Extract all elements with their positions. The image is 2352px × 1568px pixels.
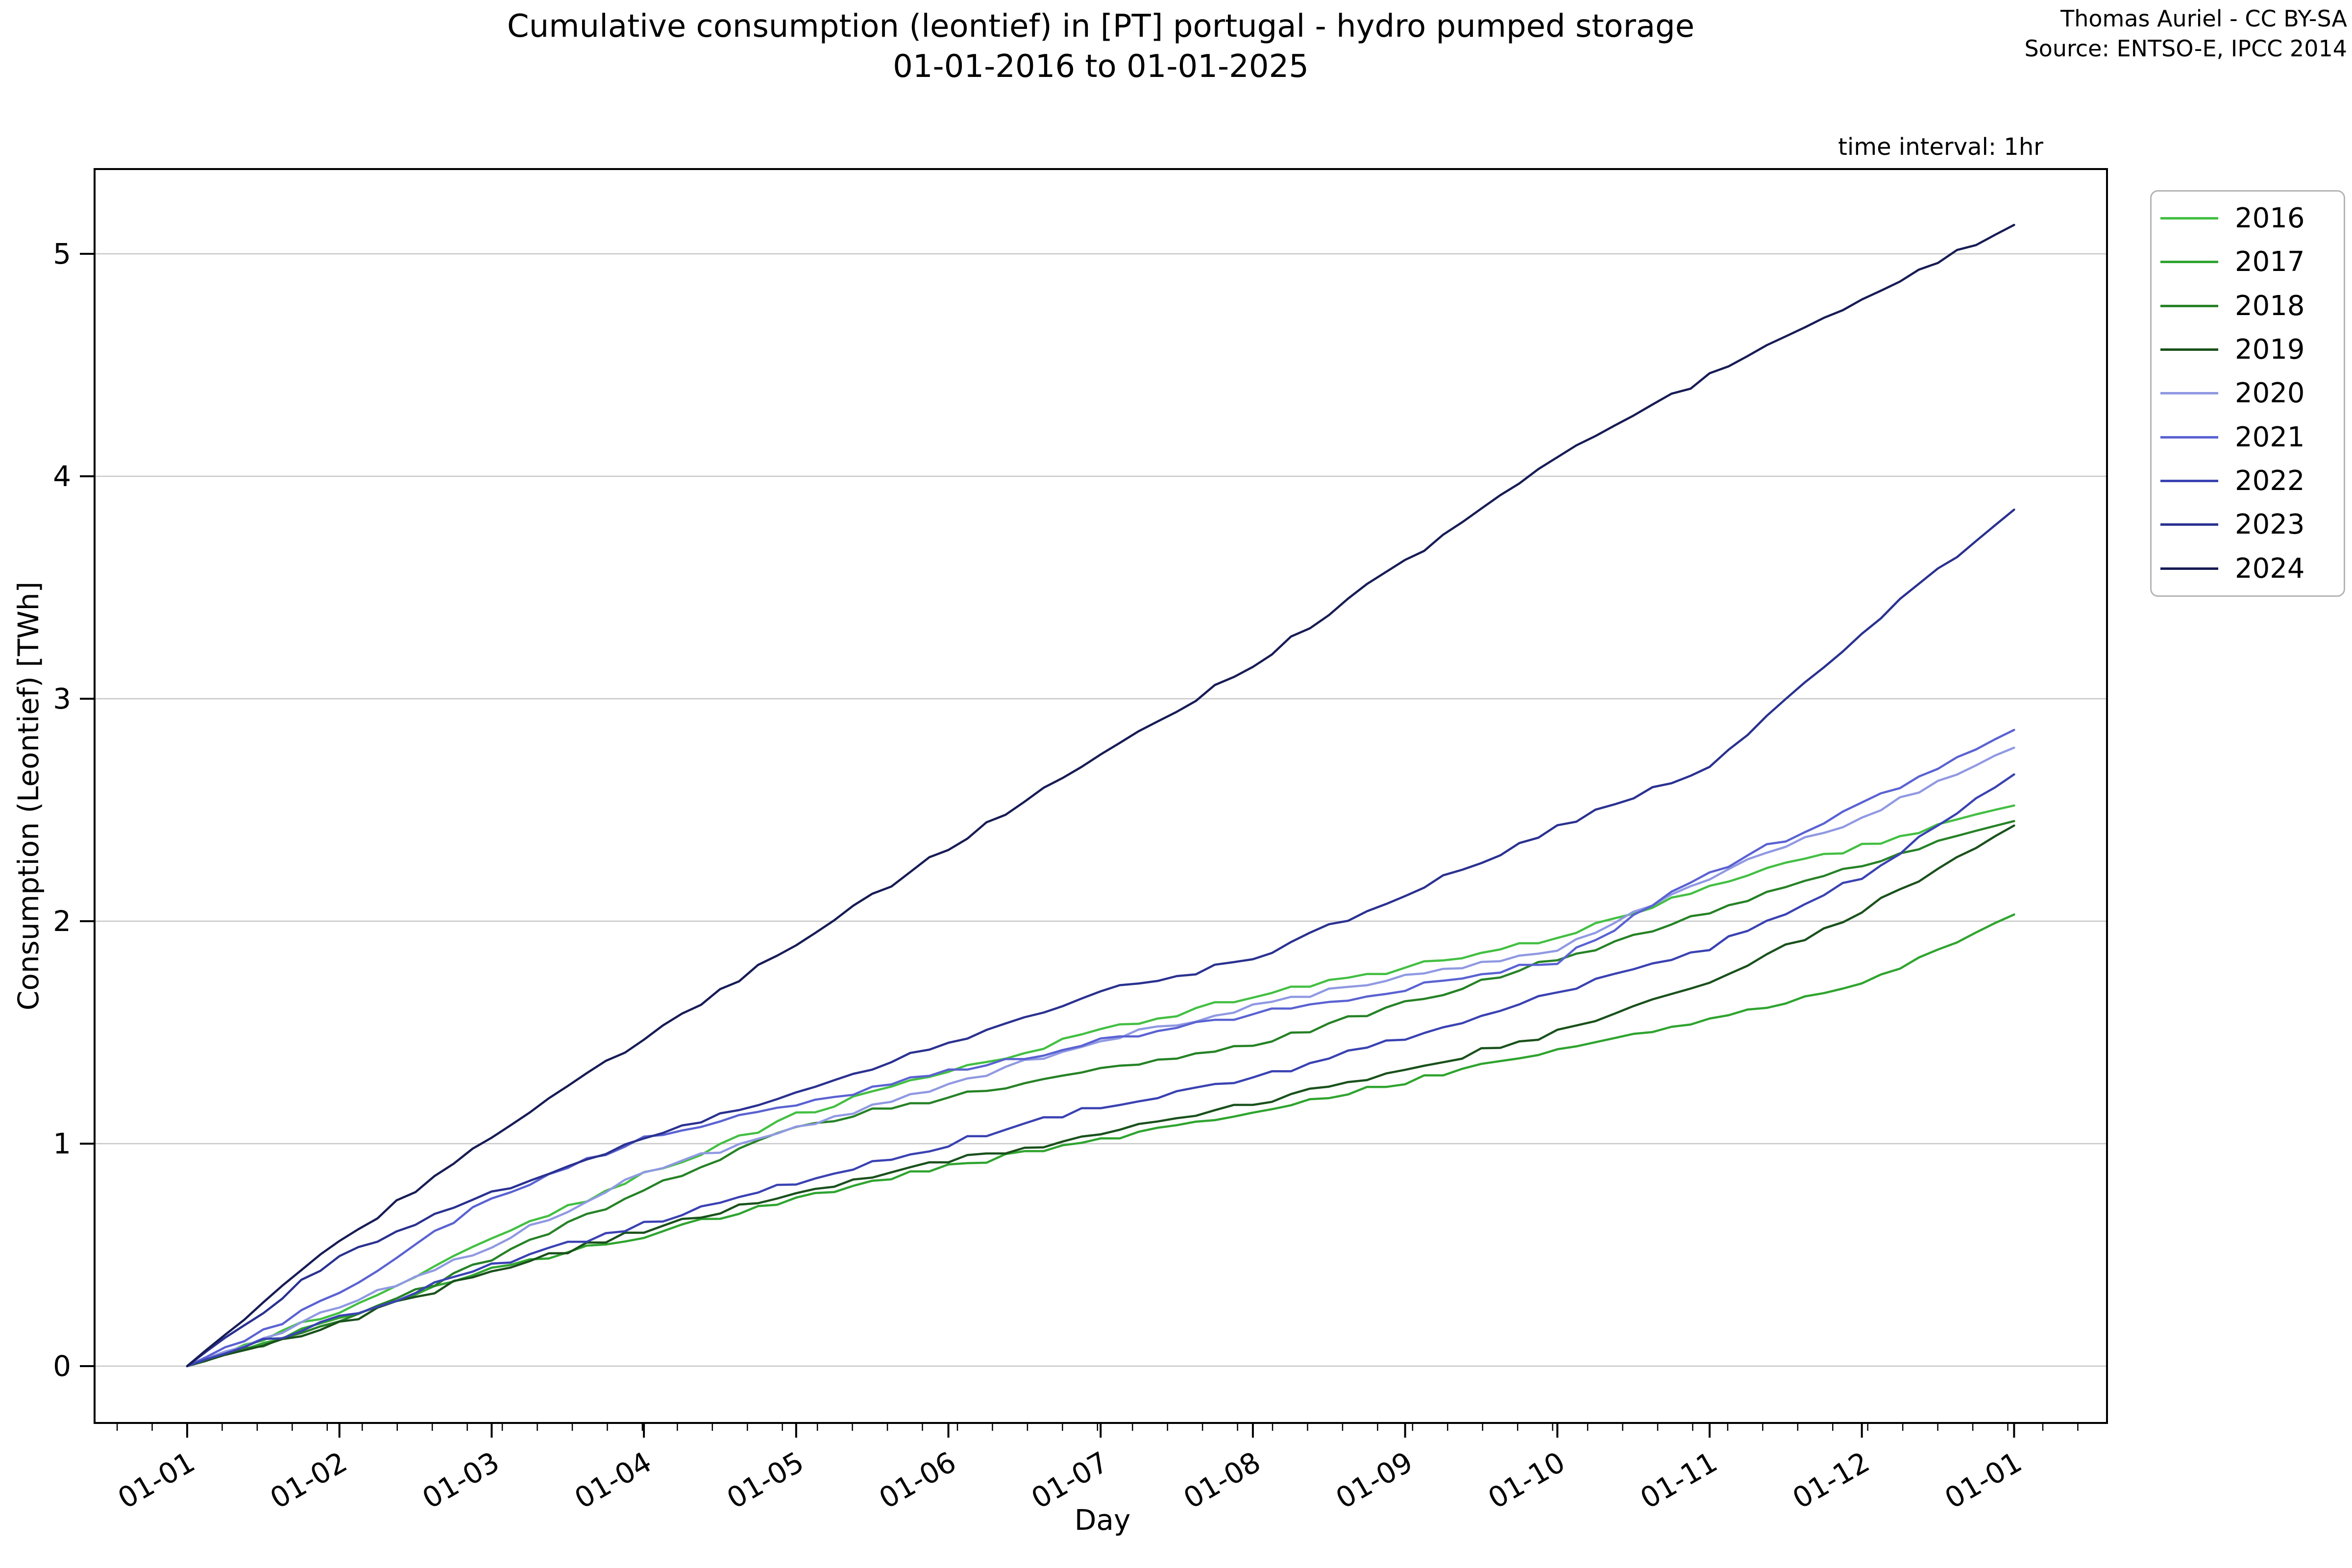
legend-label-2017: 2017 xyxy=(2235,246,2305,278)
series-line-2020 xyxy=(186,746,2015,1368)
legend-item-2023: 2023 xyxy=(2160,509,2344,540)
y-tick-label-0: 0 xyxy=(53,1349,71,1383)
legend-swatch-2019 xyxy=(2160,348,2218,351)
legend-item-2022: 2022 xyxy=(2160,465,2344,497)
legend-label-2018: 2018 xyxy=(2235,290,2305,322)
legend-item-2021: 2021 xyxy=(2160,421,2344,453)
legend-swatch-2016 xyxy=(2160,217,2218,220)
axes-title-time-interval: time interval: 1hr xyxy=(1838,133,2043,161)
attribution-author: Thomas Auriel - CC BY-SA xyxy=(2060,5,2347,32)
chart-title-line1: Cumulative consumption (leontief) in [PT… xyxy=(507,8,1695,45)
legend-item-2016: 2016 xyxy=(2160,202,2344,234)
y-tick-label-5: 5 xyxy=(53,237,71,270)
x-tick-label-0: 01-01 xyxy=(112,1445,200,1515)
chart-title: Cumulative consumption (leontief) in [PT… xyxy=(95,7,2107,87)
x-tick-label-7: 01-08 xyxy=(1178,1445,1266,1515)
series-line-2021 xyxy=(186,729,2015,1368)
legend-item-2020: 2020 xyxy=(2160,377,2344,409)
x-tick-label-9: 01-10 xyxy=(1482,1445,1570,1515)
x-tick-label-10: 01-11 xyxy=(1635,1445,1723,1515)
legend-box: 2016 2017 2018 2019 2020 2021 2022 2023 2024 xyxy=(2150,190,2345,597)
y-tick-label-1: 1 xyxy=(53,1127,71,1160)
y-axis-label: Consumption (Leontief) [TWh] xyxy=(12,582,45,1010)
legend-label-2024: 2024 xyxy=(2235,552,2305,585)
data-series xyxy=(186,223,2015,1368)
series-line-2024 xyxy=(186,223,2015,1368)
legend-item-2019: 2019 xyxy=(2160,334,2344,366)
x-tick-label-4: 01-05 xyxy=(721,1445,809,1515)
legend-swatch-2017 xyxy=(2160,261,2218,264)
x-tick-label-8: 01-09 xyxy=(1330,1445,1419,1515)
axes xyxy=(80,168,2108,1438)
y-tick-label-3: 3 xyxy=(53,682,71,715)
legend-swatch-2023 xyxy=(2160,523,2218,526)
x-tick-label-5: 01-06 xyxy=(874,1445,962,1515)
series-line-2022 xyxy=(186,773,2015,1368)
legend-label-2023: 2023 xyxy=(2235,509,2305,541)
x-tick-label-2: 01-03 xyxy=(416,1445,505,1515)
y-tick-label-4: 4 xyxy=(53,460,71,493)
legend-label-2019: 2019 xyxy=(2235,334,2305,366)
chart-title-line2: 01-01-2016 to 01-01-2025 xyxy=(893,48,1309,85)
legend-label-2022: 2022 xyxy=(2235,465,2305,497)
legend-label-2020: 2020 xyxy=(2235,377,2305,410)
x-axis-label: Day xyxy=(1075,1503,1131,1537)
legend-swatch-2022 xyxy=(2160,480,2218,483)
attribution: Thomas Auriel - CC BY-SA Source: ENTSO-E… xyxy=(2024,4,2347,63)
gridlines xyxy=(95,253,2107,1367)
legend-swatch-2018 xyxy=(2160,304,2218,307)
series-line-2017 xyxy=(186,913,2015,1368)
tick-labels: 0 1 2 3 4 5 01-01 01-02 01-03 01-04 01-05 01-06 01-0… xyxy=(12,237,2027,1537)
y-tick-label-2: 2 xyxy=(53,905,71,938)
legend-item-2024: 2024 xyxy=(2160,553,2344,585)
legend-swatch-2024 xyxy=(2160,567,2218,570)
x-tick-label-1: 01-02 xyxy=(265,1445,353,1515)
legend-item-2017: 2017 xyxy=(2160,246,2344,278)
x-tick-label-3: 01-04 xyxy=(569,1445,657,1515)
plot-border xyxy=(94,168,2108,1424)
series-line-2019 xyxy=(186,824,2015,1368)
legend-swatch-2020 xyxy=(2160,392,2218,395)
attribution-source: Source: ENTSO-E, IPCC 2014 xyxy=(2024,35,2347,62)
series-line-2018 xyxy=(186,820,2015,1368)
series-line-2023 xyxy=(186,508,2015,1368)
series-line-2016 xyxy=(186,804,2015,1368)
x-tick-label-12: 01-01 xyxy=(1939,1445,2027,1515)
legend-label-2021: 2021 xyxy=(2235,421,2305,453)
x-tick-label-11: 01-12 xyxy=(1787,1445,1875,1515)
legend-label-2016: 2016 xyxy=(2235,202,2305,235)
legend-item-2018: 2018 xyxy=(2160,290,2344,322)
legend-swatch-2021 xyxy=(2160,436,2218,439)
